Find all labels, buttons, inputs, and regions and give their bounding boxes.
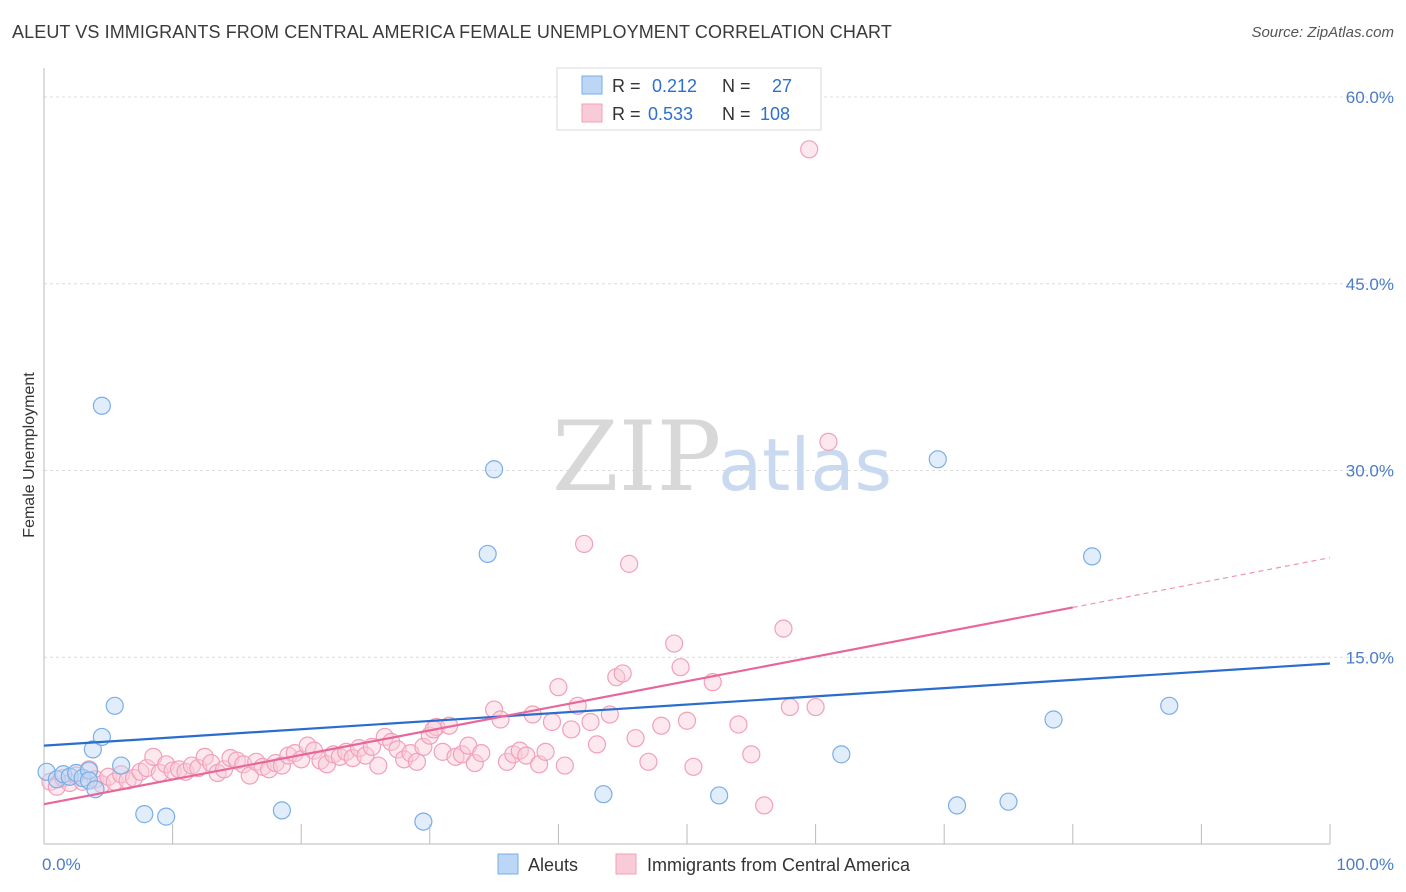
aleuts-trend-line bbox=[43, 662, 1331, 747]
immigrants-point-80 bbox=[562, 720, 581, 739]
legend-r-value-2: 0.533 bbox=[648, 104, 693, 124]
immigrants-point-90 bbox=[652, 716, 671, 735]
x-tick-label-min: 0.0% bbox=[42, 855, 81, 874]
y-axis-title: Female Unemployment bbox=[21, 372, 38, 538]
legend: R = 0.212 N = 27 R = 0.533 N = 108 bbox=[556, 67, 822, 131]
immigrants-point-67 bbox=[472, 744, 491, 763]
immigrants-point-82 bbox=[575, 534, 594, 554]
immigrants-point-93 bbox=[677, 711, 697, 730]
aleuts-point-6 bbox=[79, 761, 99, 780]
y-tick-labels: 15.0% 30.0% 45.0% 60.0% bbox=[1346, 88, 1394, 667]
aleuts-point-24 bbox=[947, 796, 967, 815]
aleuts-point-14 bbox=[135, 805, 154, 824]
aleuts-point-13 bbox=[112, 756, 131, 775]
immigrants-point-88 bbox=[620, 554, 639, 573]
aleuts-point-23 bbox=[928, 450, 947, 469]
immigrants-point-87 bbox=[613, 664, 632, 683]
trend-lines bbox=[43, 557, 1331, 806]
bottom-legend-swatch-aleuts bbox=[497, 853, 519, 875]
immigrants-point-95 bbox=[729, 715, 748, 734]
immigrants-point-99 bbox=[780, 697, 799, 717]
aleuts-point-15 bbox=[157, 807, 176, 826]
immigrants-point-91 bbox=[665, 634, 684, 653]
legend-n-label-2: N = bbox=[722, 104, 751, 124]
aleuts-point-10 bbox=[92, 396, 111, 415]
immigrants-point-78 bbox=[549, 678, 568, 697]
aleuts-point-26 bbox=[1044, 710, 1063, 729]
legend-n-value-2: 108 bbox=[760, 104, 790, 124]
watermark-atlas: atlas bbox=[718, 423, 892, 507]
y-tick-label-3: 60.0% bbox=[1346, 88, 1394, 107]
aleuts-point-21 bbox=[710, 786, 729, 805]
legend-swatch-aleuts bbox=[581, 75, 603, 95]
bottom-legend-swatch-immigrants bbox=[615, 853, 637, 875]
immigrants-point-89 bbox=[626, 729, 645, 748]
immigrants-point-96 bbox=[742, 745, 761, 764]
aleuts-point-22 bbox=[832, 745, 851, 764]
watermark: ZIP atlas bbox=[552, 401, 892, 513]
immigrants-point-103 bbox=[684, 757, 703, 776]
source-label: Source: ZipAtlas.com bbox=[1251, 24, 1394, 41]
watermark-zip: ZIP bbox=[552, 401, 721, 513]
immigrants-point-77 bbox=[542, 712, 562, 732]
legend-r-value-1: 0.212 bbox=[652, 76, 697, 96]
aleuts-point-20 bbox=[594, 785, 613, 804]
aleuts-point-27 bbox=[1082, 547, 1102, 566]
immigrants-point-98 bbox=[774, 619, 793, 638]
immigrants-point-69 bbox=[491, 710, 510, 729]
y-tick-label-2: 45.0% bbox=[1346, 275, 1394, 294]
legend-r-label-1: R = bbox=[612, 76, 641, 96]
grid-lines bbox=[44, 96, 1394, 658]
immigrants-point-104 bbox=[639, 752, 658, 771]
immigrants-point-66 bbox=[465, 753, 484, 773]
bottom-legend-label-immigrants: Immigrants from Central America bbox=[647, 855, 911, 875]
immigrants-point-102 bbox=[819, 432, 838, 451]
immigrants-point-36 bbox=[272, 756, 292, 775]
legend-r-label-2: R = bbox=[612, 104, 641, 124]
legend-swatch-immigrants bbox=[581, 103, 603, 123]
immigrants-point-100 bbox=[800, 140, 819, 159]
immigrants-point-57 bbox=[407, 752, 427, 771]
immigrants-point-58 bbox=[414, 737, 433, 756]
immigrants-point-101 bbox=[806, 697, 825, 717]
bottom-legend: Aleuts Immigrants from Central America bbox=[497, 853, 911, 875]
aleuts-point-19 bbox=[478, 544, 497, 564]
aleuts-point-8 bbox=[83, 740, 102, 759]
aleuts-point-17 bbox=[414, 812, 433, 831]
immigrants-trend-extension bbox=[1072, 557, 1331, 609]
immigrants-point-51 bbox=[369, 756, 388, 775]
immigrants-point-97 bbox=[755, 796, 774, 815]
chart-title: ALEUT VS IMMIGRANTS FROM CENTRAL AMERICA… bbox=[12, 22, 892, 42]
y-tick-label-1: 30.0% bbox=[1346, 462, 1394, 481]
aleuts-point-28 bbox=[1160, 696, 1179, 715]
immigrants-point-73 bbox=[517, 746, 536, 765]
x-tick-label-max: 100.0% bbox=[1336, 855, 1394, 874]
immigrants-point-76 bbox=[536, 742, 555, 761]
aleuts-point-18 bbox=[485, 460, 504, 479]
immigrants-point-84 bbox=[587, 735, 607, 754]
immigrants-point-70 bbox=[497, 752, 517, 771]
immigrants-point-92 bbox=[671, 658, 690, 677]
legend-n-value-1: 27 bbox=[772, 76, 792, 96]
immigrants-trend-line bbox=[43, 606, 1074, 806]
aleuts-point-12 bbox=[105, 696, 124, 715]
legend-n-label-1: N = bbox=[722, 76, 751, 96]
aleuts-point-16 bbox=[272, 801, 292, 820]
bottom-legend-label-aleuts: Aleuts bbox=[528, 855, 578, 875]
immigrants-point-83 bbox=[581, 712, 600, 732]
y-tick-label-0: 15.0% bbox=[1346, 648, 1394, 667]
aleuts-point-25 bbox=[999, 792, 1018, 811]
immigrants-point-79 bbox=[555, 756, 574, 775]
